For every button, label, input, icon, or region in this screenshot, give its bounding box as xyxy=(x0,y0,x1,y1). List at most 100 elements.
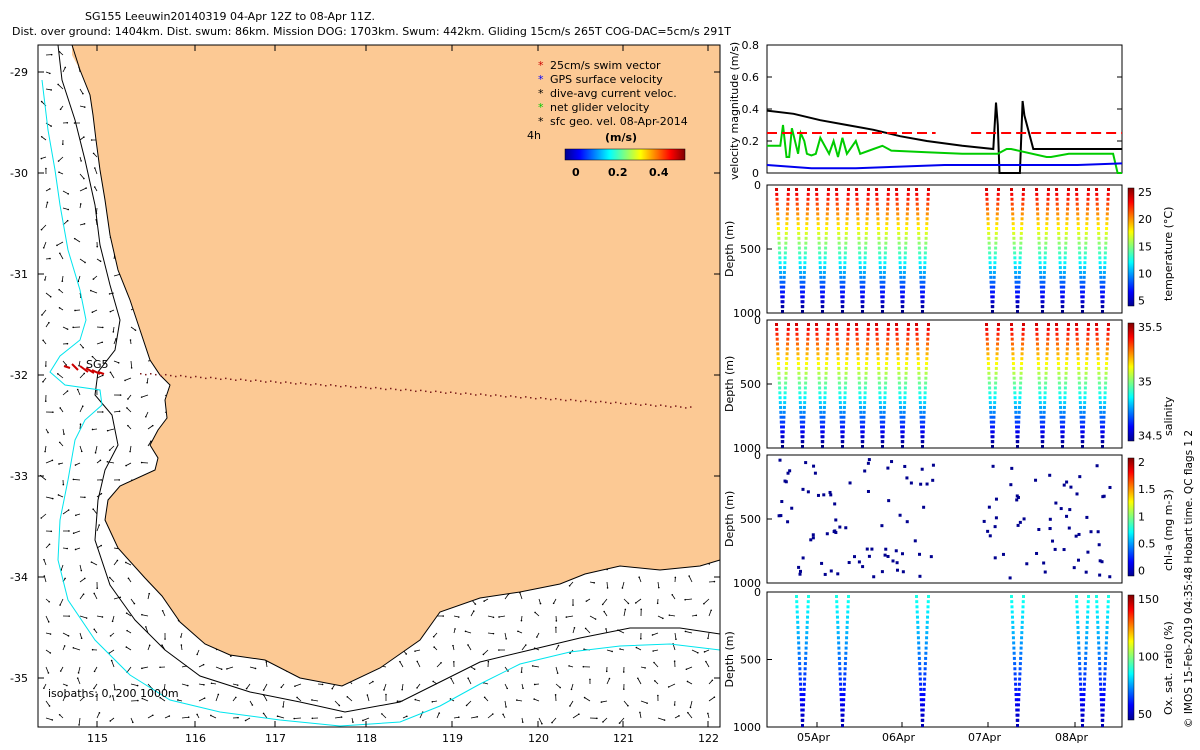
data-point xyxy=(883,391,887,395)
velocity-arrow xyxy=(483,649,489,655)
data-point xyxy=(867,554,871,558)
data-point xyxy=(1010,337,1014,341)
data-point xyxy=(985,337,989,341)
velocity-arrow-head xyxy=(605,670,608,673)
data-point xyxy=(905,347,909,351)
data-point xyxy=(825,347,829,351)
velocity-arrow xyxy=(246,683,251,689)
track-dot xyxy=(195,375,197,378)
data-point xyxy=(815,207,819,211)
data-point xyxy=(866,337,870,341)
data-point xyxy=(783,256,787,260)
velocity-arrow-head xyxy=(570,688,573,691)
data-point xyxy=(866,327,870,331)
data-point xyxy=(1078,396,1082,400)
data-point xyxy=(995,217,999,221)
data-point xyxy=(996,327,1000,331)
velocity-arrow-head xyxy=(91,648,94,651)
data-point xyxy=(991,425,995,429)
data-point xyxy=(881,440,885,444)
data-point xyxy=(1064,231,1068,235)
data-point xyxy=(797,241,801,245)
velocity-arrow-head xyxy=(65,364,68,366)
data-point xyxy=(1097,236,1101,240)
data-point xyxy=(1043,396,1047,400)
data-point xyxy=(881,435,885,439)
track-dot xyxy=(240,378,242,381)
data-point xyxy=(985,202,989,206)
data-point xyxy=(1075,342,1079,346)
data-point xyxy=(839,420,843,424)
data-point xyxy=(877,231,881,235)
colorbar-tick-label: 10 xyxy=(1138,267,1152,280)
data-point xyxy=(1076,217,1080,221)
data-point xyxy=(1098,251,1102,255)
track-dot xyxy=(475,394,477,396)
velocity-arrow-head xyxy=(517,630,519,633)
track-dot xyxy=(450,391,452,393)
velocity-arrow xyxy=(62,390,68,396)
velocity-arrow-head xyxy=(82,346,84,349)
velocity-arrow-head xyxy=(711,679,714,682)
track-dot xyxy=(395,388,397,391)
data-point xyxy=(1016,425,1020,429)
data-point xyxy=(1099,420,1103,424)
data-point xyxy=(1082,280,1086,284)
data-point xyxy=(883,553,887,557)
data-point xyxy=(926,327,930,331)
velocity-arrow-head xyxy=(431,700,434,703)
velocity-arrow xyxy=(498,615,506,618)
velocity-arrow-head xyxy=(59,407,62,409)
track-dot xyxy=(345,385,347,387)
data-point xyxy=(1045,352,1049,356)
data-point xyxy=(847,323,850,326)
data-point xyxy=(881,430,885,434)
data-point xyxy=(782,420,786,424)
data-point xyxy=(992,415,996,419)
data-point xyxy=(1037,381,1041,385)
data-point xyxy=(1083,256,1087,260)
track-dot xyxy=(205,377,207,380)
data-point xyxy=(1064,236,1068,240)
velocity-arrow-head xyxy=(82,92,84,95)
data-point xyxy=(881,295,885,299)
velocity-arrow xyxy=(294,717,302,719)
data-point xyxy=(1079,270,1083,274)
data-point xyxy=(926,332,930,336)
data-point xyxy=(788,469,792,473)
data-point xyxy=(843,401,847,405)
velocity-arrow-head xyxy=(235,696,237,699)
data-point xyxy=(1057,366,1061,370)
data-point xyxy=(905,362,909,366)
data-point xyxy=(1016,310,1019,313)
data-point xyxy=(857,376,861,380)
velocity-arrow xyxy=(126,666,132,673)
data-point xyxy=(862,415,866,419)
data-point xyxy=(858,401,862,405)
data-point xyxy=(903,401,907,405)
data-point xyxy=(802,405,806,409)
velocity-arrow xyxy=(96,712,100,719)
velocity-arrow xyxy=(215,694,219,702)
velocity-arrow xyxy=(465,630,472,634)
data-point xyxy=(918,261,922,265)
data-point xyxy=(795,197,799,201)
data-point xyxy=(1011,227,1015,231)
data-point xyxy=(1066,197,1070,201)
data-point xyxy=(1012,381,1016,385)
track-dot xyxy=(370,387,372,390)
data-point xyxy=(902,415,906,419)
depth-tick-label: 0 xyxy=(754,449,761,462)
velocity-arrow xyxy=(232,683,238,686)
data-point xyxy=(1076,227,1080,231)
velocity-arrow xyxy=(95,445,98,453)
velocity-arrow xyxy=(521,644,527,651)
data-point xyxy=(1103,251,1107,255)
data-point xyxy=(916,362,920,366)
velocity-arrow-head xyxy=(114,688,116,691)
data-point xyxy=(919,415,923,419)
data-point xyxy=(800,290,804,294)
data-point xyxy=(925,357,929,361)
data-point xyxy=(895,323,898,326)
velocity-arrow-head xyxy=(703,651,706,653)
